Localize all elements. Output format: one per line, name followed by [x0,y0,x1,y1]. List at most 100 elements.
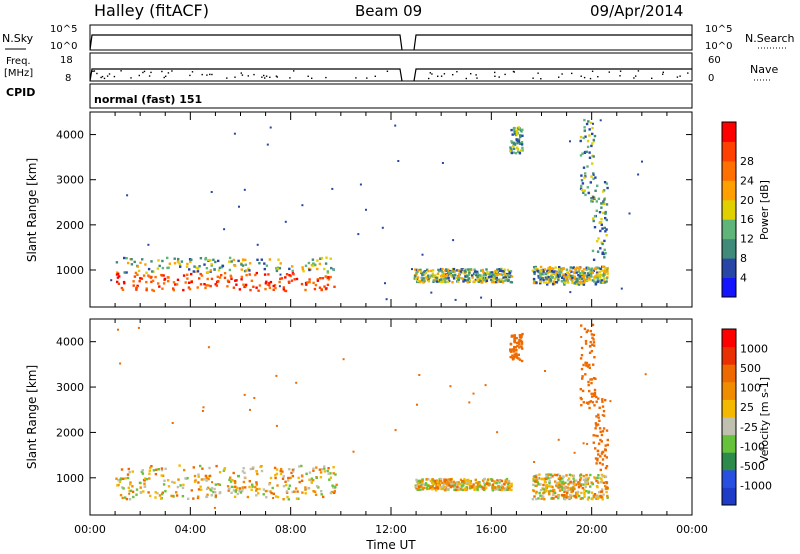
data-cell [596,434,599,438]
data-cell [561,486,564,489]
data-cell [137,326,140,329]
data-cell [239,491,243,494]
data-cell [594,275,597,278]
data-cell [454,482,457,485]
data-cell [309,479,313,482]
data-cell [266,489,269,493]
data-cell [275,424,278,427]
data-cell [154,275,157,279]
data-cell [196,496,200,500]
data-cell [132,495,135,499]
data-cell [592,173,595,176]
data-cell [566,281,570,284]
data-cell [132,284,135,287]
data-cell [457,269,460,273]
data-cell [580,336,583,338]
data-cell [471,276,474,279]
data-cell [573,487,576,490]
data-cell [434,278,437,281]
data-cell [130,258,133,261]
data-cell [535,497,538,501]
data-cell [596,266,600,270]
data-cell [254,485,257,489]
data-cell [437,280,440,283]
data-cell [577,481,580,484]
data-cell [518,152,522,155]
data-cell [605,203,609,206]
data-cell [583,488,586,491]
data-cell [606,443,609,447]
data-cell [147,267,151,271]
data-cell [312,467,315,470]
data-cell [592,122,594,125]
data-cell [586,139,590,143]
data-cell [483,477,486,481]
data-cell [517,357,520,360]
data-cell [417,279,420,283]
data-cell [595,415,598,418]
data-cell [210,277,214,281]
data-cell [474,486,477,489]
data-cell [417,487,420,491]
data-cell [238,487,242,490]
beam-title: Beam 09 [355,2,422,20]
data-cell [150,280,153,284]
data-cell [138,481,142,484]
data-cell [602,427,606,430]
colorbar-tick-label: 16 [740,213,754,226]
data-cell [492,273,496,276]
data-cell [188,281,191,284]
data-cell [520,141,524,144]
nave-dot [171,70,173,72]
data-cell [135,288,138,291]
data-cell [558,274,562,278]
data-cell [506,278,509,281]
data-cell [486,480,489,484]
data-cell [583,118,586,122]
data-cell [461,268,464,272]
data-cell [425,268,429,271]
nsky-tick-high: 10^5 [50,24,77,35]
data-cell [582,442,585,445]
data-cell [255,271,258,275]
data-cell [131,485,134,488]
nave-dot [470,73,472,75]
data-cell [492,278,495,281]
data-cell [168,262,171,265]
data-cell [190,258,193,261]
data-cell [227,280,230,283]
nave-dot [209,73,211,76]
data-cell [205,479,208,482]
data-cell [181,495,185,498]
data-cell [270,491,273,495]
colorbar-segment [722,452,736,471]
data-cell [440,487,443,491]
data-cell [279,469,282,473]
data-cell [480,281,483,284]
data-cell [521,149,524,152]
data-cell [457,488,460,491]
data-cell [546,269,549,273]
data-cell [575,279,579,283]
data-cell [510,482,513,485]
data-cell [563,275,566,278]
data-cell [597,442,601,445]
nave-dot [537,72,539,74]
velocity-data [115,323,647,509]
data-cell [331,187,334,190]
data-cell [504,275,508,279]
data-cell [539,270,543,273]
data-cell [595,395,598,399]
data-cell [482,276,485,280]
data-cell [235,488,238,492]
data-cell [498,268,501,271]
data-cell [201,410,204,412]
data-cell [443,480,447,483]
data-cell [240,275,243,279]
data-cell [509,280,512,284]
data-cell [600,269,603,272]
data-cell [142,478,146,482]
data-cell [560,268,564,271]
data-cell [291,490,294,494]
data-cell [477,485,480,489]
